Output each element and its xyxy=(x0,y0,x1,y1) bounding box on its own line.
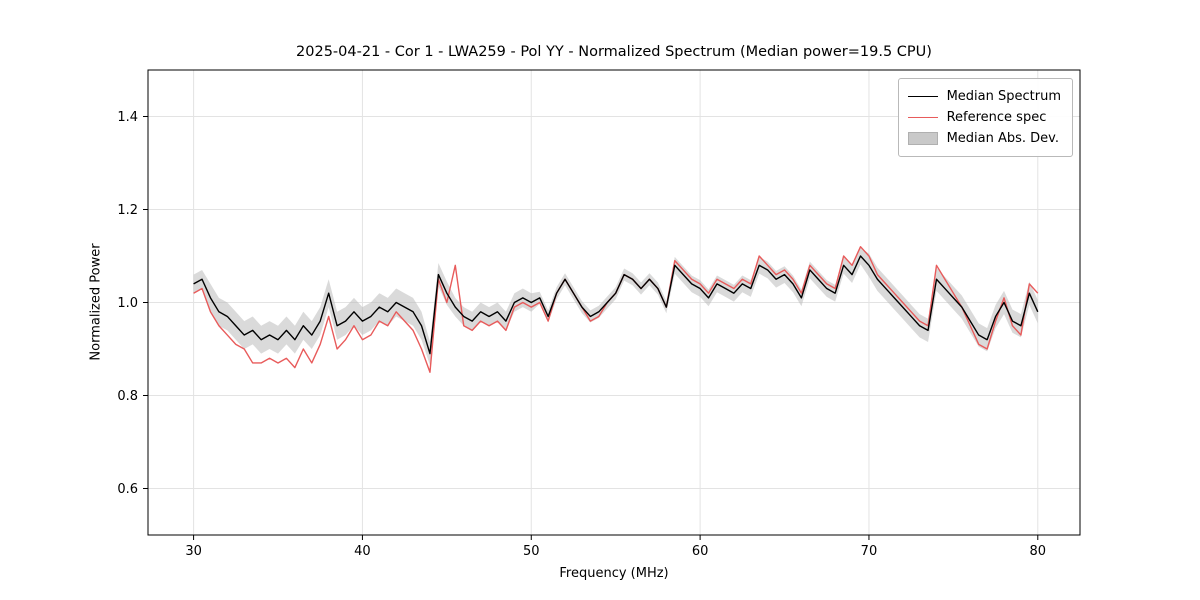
y-tick-label: 1.0 xyxy=(117,296,138,311)
legend-item-median-spectrum: Median Spectrum xyxy=(907,86,1061,107)
x-tick-label: 60 xyxy=(692,544,709,559)
x-tick-label: 30 xyxy=(185,544,202,559)
legend-label-median-abs-dev: Median Abs. Dev. xyxy=(946,131,1060,146)
y-tick-label: 1.4 xyxy=(117,110,138,125)
reference-spec-line-swatch-icon xyxy=(907,117,938,118)
median-abs-dev-band xyxy=(193,247,1038,366)
y-tick-label: 1.2 xyxy=(117,203,138,218)
legend: Median Spectrum Reference spec Median Ab… xyxy=(897,78,1073,157)
median-abs-dev-patch-swatch-icon xyxy=(907,132,938,145)
figure-title: 2025-04-21 - Cor 1 - LWA259 - Pol YY - N… xyxy=(296,44,932,60)
x-tick-label: 70 xyxy=(861,544,878,559)
y-tick-label: 0.6 xyxy=(117,482,138,497)
legend-label-reference-spec: Reference spec xyxy=(946,110,1047,125)
x-axis-label: Frequency (MHz) xyxy=(559,566,669,581)
legend-item-median-abs-dev: Median Abs. Dev. xyxy=(907,128,1061,149)
median-spectrum-line xyxy=(193,255,1039,355)
legend-label-median-spectrum: Median Spectrum xyxy=(946,89,1061,104)
y-axis-label: Normalized Power xyxy=(88,243,104,361)
x-tick-label: 80 xyxy=(1030,544,1047,559)
x-tick-label: 40 xyxy=(354,544,371,559)
x-tick-label: 50 xyxy=(523,544,540,559)
median-spectrum-line-swatch-icon xyxy=(907,96,938,97)
legend-item-reference-spec: Reference spec xyxy=(907,107,1061,128)
y-tick-label: 0.8 xyxy=(117,389,138,404)
